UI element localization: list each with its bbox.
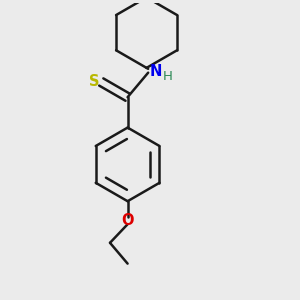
Text: S: S: [89, 74, 100, 89]
Text: O: O: [121, 213, 134, 228]
Text: H: H: [163, 70, 172, 83]
Text: N: N: [149, 64, 162, 79]
